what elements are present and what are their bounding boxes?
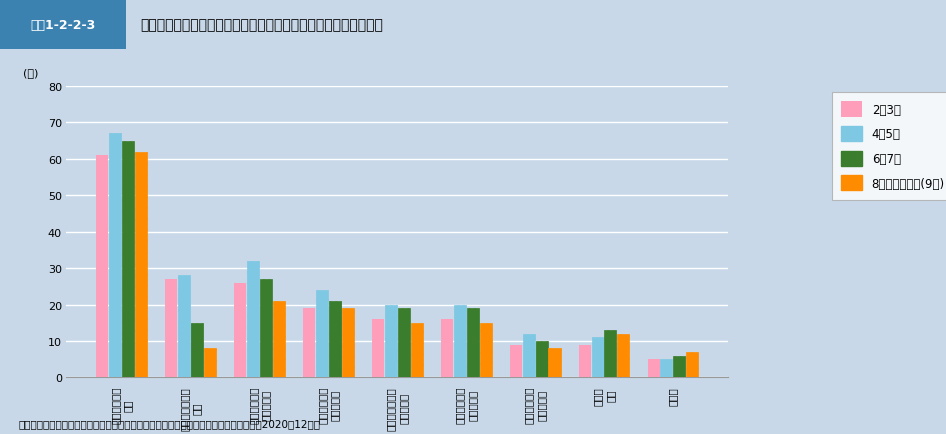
Bar: [674, 356, 686, 378]
Bar: [204, 349, 216, 378]
Bar: [385, 305, 397, 378]
Bar: [660, 359, 673, 378]
Bar: [96, 156, 109, 378]
Text: 資料：厚生労働省「新型コロナウイルス感染症に係るメンタルヘルスに関する調査」（2020年12月）: 資料：厚生労働省「新型コロナウイルス感染症に係るメンタルヘルスに関する調査」（2…: [19, 418, 321, 428]
Bar: [604, 330, 617, 378]
Bar: [618, 334, 629, 378]
Bar: [191, 323, 203, 378]
Bar: [466, 309, 479, 378]
Bar: [316, 290, 328, 378]
Bar: [247, 261, 259, 378]
Bar: [122, 141, 134, 378]
Bar: [535, 341, 548, 378]
Bar: [303, 309, 315, 378]
Bar: [109, 134, 121, 378]
Bar: [166, 279, 177, 378]
Bar: [411, 323, 423, 378]
Bar: [510, 345, 522, 378]
Bar: [329, 301, 341, 378]
Bar: [342, 309, 354, 378]
Text: 図表1-2-2-3: 図表1-2-2-3: [30, 19, 96, 31]
Bar: [135, 152, 147, 378]
Bar: [454, 305, 465, 378]
Bar: [372, 319, 384, 378]
Bar: [549, 349, 561, 378]
Bar: [178, 276, 190, 378]
Bar: [686, 352, 698, 378]
Bar: [480, 323, 492, 378]
Bar: [234, 283, 246, 378]
Bar: [397, 309, 410, 378]
Bar: [522, 334, 534, 378]
Bar: [260, 279, 272, 378]
FancyBboxPatch shape: [0, 0, 126, 50]
Bar: [441, 319, 453, 378]
Text: 新型コロナウイルス感染症の感染拡大に際して不安に思ったこと: 新型コロナウイルス感染症の感染拡大に際して不安に思ったこと: [140, 18, 383, 32]
Bar: [591, 338, 604, 378]
Text: (％): (％): [24, 68, 39, 78]
Bar: [272, 301, 285, 378]
Bar: [579, 345, 590, 378]
Bar: [648, 359, 659, 378]
Legend: 2～3月, 4～5月, 6～7月, 8月～調査時点(9月): 2～3月, 4～5月, 6～7月, 8月～調査時点(9月): [832, 93, 946, 201]
